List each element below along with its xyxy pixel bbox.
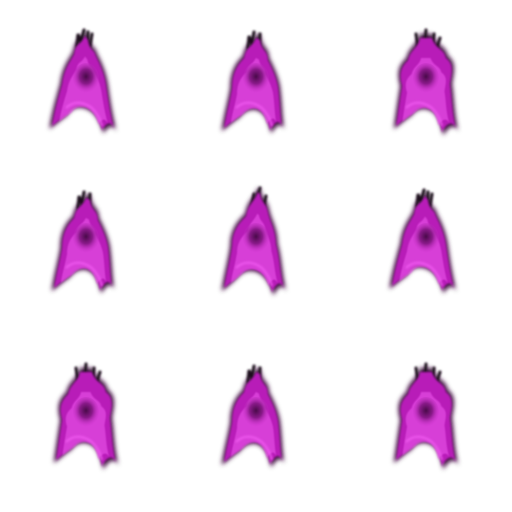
purple-flame-frame-6	[380, 188, 470, 308]
purple-flame-frame-7	[40, 362, 130, 482]
purple-flame-frame-9	[380, 362, 470, 482]
purple-flame-frame-5	[210, 186, 300, 308]
purple-flame-frame-3	[380, 28, 470, 148]
purple-flame-frame-2	[210, 28, 300, 148]
purple-flame-frame-8	[210, 362, 300, 482]
purple-flame-frame-1	[40, 28, 130, 148]
purple-flame-frame-4	[40, 188, 130, 308]
